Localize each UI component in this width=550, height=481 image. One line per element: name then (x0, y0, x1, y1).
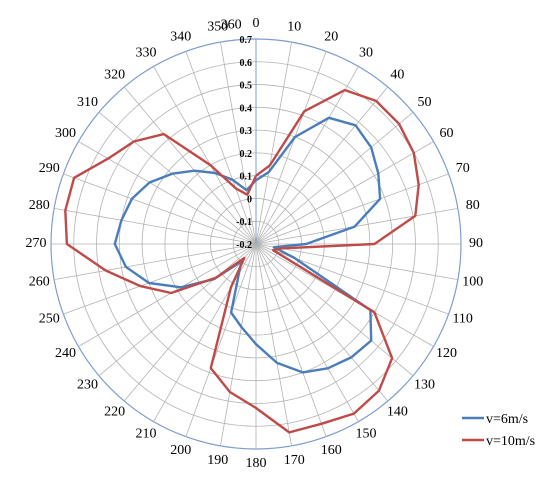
angle-label: 90 (469, 236, 483, 251)
grid-spoke (255, 51, 327, 245)
grid-spoke (98, 111, 257, 245)
angle-label: 80 (466, 198, 480, 213)
angle-label: 190 (207, 453, 228, 468)
grid-spoke (255, 243, 458, 280)
grid-spoke (255, 243, 389, 402)
grid-spoke (255, 243, 359, 422)
grid-spoke (255, 42, 292, 245)
angle-label: 140 (387, 405, 408, 420)
chart-legend: v=6m/s v=10m/s (462, 412, 535, 449)
angle-label: 300 (55, 126, 76, 141)
grid-spoke (185, 51, 257, 245)
grid-spoke (153, 66, 257, 245)
angle-label: 280 (29, 198, 50, 213)
chart-grid (50, 38, 462, 450)
angle-label: 120 (436, 346, 457, 361)
radial-tick-label: 0.1 (240, 172, 253, 183)
legend-label: v=6m/s (486, 412, 528, 427)
radial-tick-label: 0.5 (240, 81, 253, 92)
grid-spoke (255, 173, 449, 245)
angle-label: 10 (287, 20, 301, 35)
angle-label: 160 (321, 443, 342, 458)
grid-spoke (123, 243, 257, 402)
radial-tick-label: 0.6 (240, 58, 253, 69)
grid-spoke (255, 243, 327, 437)
angle-label: 330 (136, 46, 157, 61)
grid-spoke (255, 208, 458, 245)
grid-spoke (255, 141, 434, 245)
radial-tick-label: 0.2 (240, 149, 253, 160)
angle-label: 320 (104, 68, 125, 83)
angle-labels: 0 10 20 30 40 50 60 70 80 90 100 110 120 130 140 150 160… (26, 16, 484, 471)
grid-spoke (54, 208, 257, 245)
radial-tick-labels: -0.2 -0.1 0 0.1 0.2 0.3 0.4 0.5 0.6 0.7 (236, 35, 252, 251)
angle-label: 100 (462, 274, 483, 289)
angle-label: 240 (55, 346, 76, 361)
angle-label: 20 (324, 30, 338, 45)
angle-label: 290 (39, 161, 60, 176)
series-line-2 (64, 88, 420, 434)
angle-label: 40 (390, 68, 404, 83)
radial-tick-label: 0.7 (240, 35, 253, 46)
angle-label: 150 (356, 427, 377, 442)
grid-spoke (255, 243, 414, 377)
grid-spoke (220, 42, 257, 245)
grid-spoke (54, 243, 257, 280)
grid-spoke (98, 243, 257, 377)
legend-label: v=10m/s (486, 434, 535, 449)
angle-label: 210 (136, 427, 157, 442)
grid-spoke (63, 243, 257, 315)
angle-label: 30 (359, 46, 373, 61)
angle-label: 200 (170, 443, 191, 458)
angle-label: 60 (440, 126, 454, 141)
angle-label: 70 (456, 161, 470, 176)
radial-tick-label: 0.3 (240, 126, 253, 137)
angle-label: 220 (104, 405, 125, 420)
angle-label: 340 (170, 30, 191, 45)
radial-tick-label: 0 (247, 194, 252, 205)
radial-tick-label: -0.1 (236, 217, 252, 228)
grid-spoke (78, 243, 257, 347)
grid-spoke (255, 86, 389, 245)
angle-label: 110 (452, 311, 472, 326)
grid-spoke (123, 86, 257, 245)
angle-label: 350 (207, 20, 228, 35)
angle-label: 130 (414, 378, 435, 393)
series-line-1 (113, 116, 382, 374)
grid-spoke (220, 243, 257, 446)
chart-series (64, 88, 420, 434)
angle-label: 360 (221, 18, 242, 33)
angle-label: 260 (29, 274, 50, 289)
angle-label: 230 (77, 378, 98, 393)
grid-spoke (255, 66, 359, 245)
angle-label: 0 (253, 16, 260, 31)
angle-label: 270 (26, 236, 47, 251)
grid-spoke (255, 243, 292, 446)
grid-spoke (255, 111, 414, 245)
angle-label: 50 (418, 95, 432, 110)
grid-spoke (63, 173, 257, 245)
radial-tick-label: -0.2 (236, 240, 252, 251)
grid-spoke (185, 243, 257, 437)
angle-label: 310 (77, 95, 98, 110)
angle-label: 250 (39, 311, 60, 326)
angle-label: 170 (284, 453, 305, 468)
radial-tick-label: 0.4 (240, 103, 253, 114)
angle-label: 180 (246, 456, 267, 471)
